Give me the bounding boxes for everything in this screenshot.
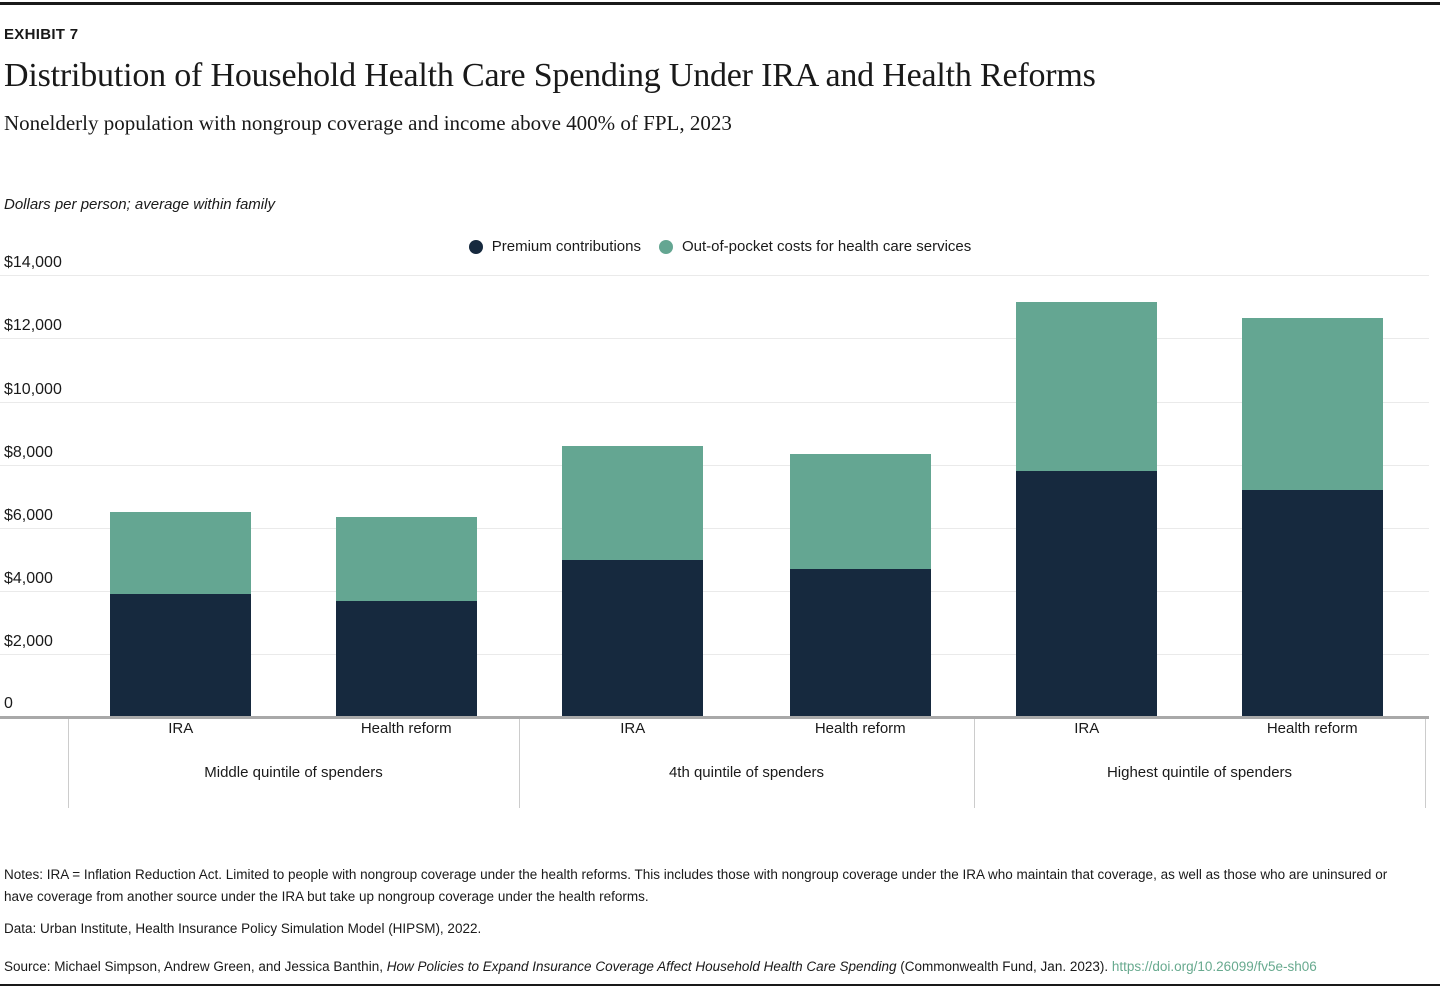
bar-segment-oop — [1241, 317, 1383, 491]
gridline-14000 — [0, 275, 1429, 277]
group-separator — [1425, 719, 1426, 808]
group-separator — [68, 719, 69, 808]
x-axis-line — [0, 716, 1429, 719]
bar-segment-premium — [562, 559, 704, 716]
exhibit-label: EXHIBIT 7 — [4, 26, 79, 43]
y-axis-tick-label: 0 — [4, 695, 13, 712]
category-label: Health reform — [1266, 720, 1358, 737]
legend-item-premium: Premium contributions — [468, 238, 641, 255]
bar-segment-premium — [1241, 490, 1383, 716]
category-label: Health reform — [360, 720, 452, 737]
group-label: Middle quintile of spenders — [204, 764, 383, 781]
group-separator — [519, 719, 520, 808]
bar-segment-oop — [562, 445, 704, 560]
chart-legend: Premium contributions Out-of-pocket cost… — [0, 238, 1440, 255]
category-label: IRA — [620, 720, 646, 737]
y-axis-tick-label: $8,000 — [4, 443, 53, 461]
bar-segment-premium — [789, 569, 931, 716]
group-label: Highest quintile of spenders — [1106, 764, 1293, 781]
group-separator — [974, 719, 975, 808]
bar-segment-oop — [1016, 302, 1158, 472]
source-text: Source: Michael Simpson, Andrew Green, a… — [4, 959, 1317, 974]
legend-item-oop: Out-of-pocket costs for health care serv… — [658, 238, 972, 255]
legend-dot-premium-icon — [468, 239, 483, 254]
gridline-8000 — [0, 464, 1429, 466]
source-book-title: How Policies to Expand Insurance Coverag… — [386, 959, 897, 974]
top-rule — [0, 2, 1440, 5]
bottom-rule — [0, 984, 1440, 986]
gridline-4000 — [0, 591, 1429, 593]
bar-segment-premium — [335, 600, 477, 716]
gridline-10000 — [0, 401, 1429, 403]
y-axis-tick-label: $14,000 — [4, 254, 62, 272]
units-note: Dollars per person; average within famil… — [4, 196, 275, 213]
y-axis-tick-label: $4,000 — [4, 570, 53, 588]
gridline-6000 — [0, 527, 1429, 529]
legend-label-oop: Out-of-pocket costs for health care serv… — [681, 238, 972, 255]
y-axis-tick-label: $12,000 — [4, 317, 62, 335]
bar-segment-oop — [110, 512, 252, 595]
legend-dot-oop-icon — [658, 239, 673, 254]
bar-segment-premium — [1016, 471, 1158, 716]
legend-label-premium: Premium contributions — [491, 238, 641, 255]
source-suffix: (Commonwealth Fund, Jan. 2023). — [896, 959, 1112, 974]
category-label: IRA — [168, 720, 194, 737]
page-title: Distribution of Household Health Care Sp… — [4, 57, 1096, 94]
page-subtitle: Nonelderly population with nongroup cove… — [4, 111, 732, 135]
bar-segment-oop — [789, 453, 931, 570]
y-axis-tick-label: $2,000 — [4, 633, 53, 651]
bar-segment-premium — [110, 594, 252, 716]
category-label: IRA — [1074, 720, 1100, 737]
data-text: Data: Urban Institute, Health Insurance … — [4, 921, 482, 936]
group-label: 4th quintile of spenders — [668, 764, 825, 781]
gridline-12000 — [0, 338, 1429, 340]
notes-text: Notes: IRA = Inflation Reduction Act. Li… — [4, 867, 1388, 904]
y-axis-tick-label: $6,000 — [4, 506, 53, 524]
y-axis-tick-label: $10,000 — [4, 380, 62, 398]
category-label: Health reform — [814, 720, 906, 737]
gridline-2000 — [0, 654, 1429, 656]
source-prefix: Source: Michael Simpson, Andrew Green, a… — [4, 959, 387, 974]
doi-link[interactable]: https://doi.org/10.26099/fv5e-sh06 — [1111, 959, 1317, 974]
bar-segment-oop — [335, 516, 477, 601]
